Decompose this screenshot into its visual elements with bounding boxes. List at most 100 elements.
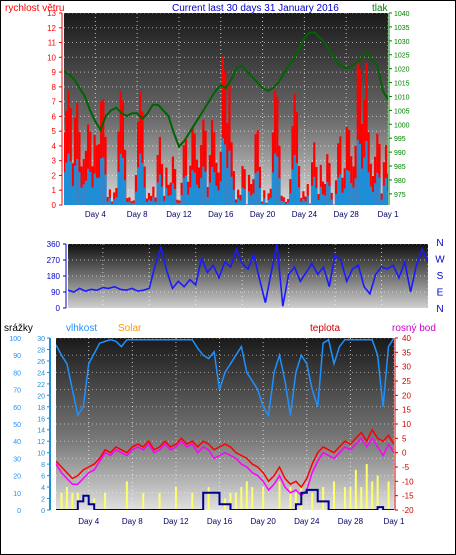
wind-gust-bar bbox=[365, 62, 368, 205]
wind-speed-bar bbox=[334, 193, 338, 205]
pressure-line bbox=[64, 31, 388, 149]
wind-gust-bar bbox=[374, 156, 377, 205]
wind-speed-bar bbox=[239, 200, 242, 205]
wind-gust-bar bbox=[102, 99, 105, 205]
wind-speed-bar bbox=[339, 174, 342, 205]
wind-gust-bar bbox=[239, 194, 242, 205]
wind-tick-label: 6 bbox=[52, 112, 57, 121]
wind-gust-bar bbox=[369, 163, 372, 205]
x-tick-label: Day 8 bbox=[127, 210, 148, 219]
solar-bar bbox=[174, 487, 177, 510]
pressure-tick-label: 995 bbox=[394, 136, 406, 143]
wind-speed-bar bbox=[132, 202, 135, 205]
wind-gust-bar bbox=[230, 142, 233, 205]
wind-speed-bar bbox=[369, 186, 372, 205]
wind-speed-bar bbox=[171, 183, 175, 205]
wind-speed-bar bbox=[310, 185, 314, 205]
climate-x-axis: Day 4 Day 8 Day 12 Day 16 Day 20 Day 24 Day 28… bbox=[78, 517, 405, 526]
solar-bar bbox=[245, 481, 248, 510]
wind-gust-bar bbox=[215, 162, 218, 205]
x-tick-label: Day 1 bbox=[384, 517, 405, 526]
wind-gust-bar bbox=[330, 192, 333, 205]
wind-gust-bar bbox=[384, 145, 388, 205]
wind-speed-bar bbox=[195, 184, 198, 205]
solar-bar bbox=[234, 492, 237, 510]
humidity-tick-label: 30 bbox=[13, 456, 21, 463]
pressure-tick-label: 980 bbox=[394, 178, 406, 185]
wind-speed-bar bbox=[358, 144, 362, 205]
wind-gust-bar bbox=[152, 186, 155, 205]
wind-gust-bar bbox=[165, 167, 168, 205]
dew-point-line bbox=[56, 436, 394, 497]
wind-gust-bar bbox=[132, 200, 135, 205]
rain-tick-label: 18 bbox=[37, 405, 45, 412]
wind-speed-bar bbox=[232, 189, 235, 205]
wind-speed-bar bbox=[328, 186, 331, 205]
pressure-tick-label: 1035 bbox=[394, 25, 410, 32]
wind-speed-bar bbox=[123, 180, 127, 205]
wind-speed-bar bbox=[276, 156, 279, 205]
x-tick-label: Day 24 bbox=[294, 517, 320, 526]
wind-speed-bar bbox=[184, 175, 188, 205]
wind-gust-bar bbox=[213, 132, 216, 205]
x-tick-label: Day 8 bbox=[122, 517, 143, 526]
pressure-tick-label: 1005 bbox=[394, 108, 410, 115]
wind-gust-bar bbox=[315, 166, 318, 205]
wind-gust-bar bbox=[106, 197, 109, 205]
solar-bar bbox=[262, 487, 265, 510]
humidity-tick-label: 0 bbox=[17, 508, 21, 515]
wind-gust-bar bbox=[84, 150, 88, 205]
wind-speed-bar bbox=[324, 195, 327, 205]
wind-gust-bar bbox=[160, 164, 164, 205]
humidity-tick-label: 80 bbox=[13, 370, 21, 377]
wind-gust-bar bbox=[115, 188, 118, 205]
humidity-tick-label: 10 bbox=[13, 491, 21, 498]
wind-gust-bar bbox=[243, 169, 246, 205]
wind-tick-label: 12 bbox=[47, 24, 56, 33]
wind-gust-bar bbox=[67, 90, 70, 205]
wind-gust-bar bbox=[321, 181, 325, 205]
wind-speed-bar bbox=[126, 201, 129, 205]
wind-gust-bar bbox=[195, 159, 198, 205]
wind-speed-bar bbox=[108, 197, 111, 205]
wind-gust-bar bbox=[219, 151, 222, 205]
humidity-tick-label: 60 bbox=[13, 405, 21, 412]
wind-gust-bar bbox=[210, 120, 214, 205]
wind-gust-bar bbox=[280, 195, 283, 205]
wind-gust-bar bbox=[278, 145, 281, 205]
wind-speed-bar bbox=[130, 203, 133, 205]
wind-speed-bar bbox=[73, 165, 77, 205]
humidity-tick-label: 40 bbox=[13, 439, 21, 446]
wind-speed-bar bbox=[337, 177, 340, 205]
x-tick-label: Day 12 bbox=[163, 517, 189, 526]
wind-speed-bar bbox=[302, 198, 305, 205]
wind-gust-bar bbox=[121, 100, 125, 205]
wind-gust-bar bbox=[232, 171, 235, 205]
wind-gust-bar bbox=[228, 84, 231, 205]
wind-speed-bar bbox=[115, 197, 118, 205]
solar-bar bbox=[158, 492, 161, 510]
wind-speed-bar bbox=[300, 201, 303, 205]
wind-tick-label: 2 bbox=[52, 171, 57, 180]
temperature-tick-label: -15 bbox=[402, 492, 414, 501]
wind-speed-bar bbox=[274, 153, 277, 205]
wind-gust-bar bbox=[363, 99, 366, 205]
wind-gust-bar bbox=[260, 201, 264, 205]
wind-gust-bar bbox=[78, 132, 81, 205]
wind-speed-bar bbox=[365, 140, 368, 205]
rain-tick-label: 24 bbox=[37, 370, 45, 377]
wind-speed-bar bbox=[158, 174, 161, 205]
compass-label: N bbox=[436, 304, 443, 315]
wind-speed-bar bbox=[221, 138, 225, 205]
compass-label: E bbox=[437, 288, 444, 299]
wind-gust-bar bbox=[169, 182, 172, 205]
wind-speed-bar bbox=[326, 182, 329, 205]
wind-speed-bar bbox=[352, 187, 355, 205]
x-tick-label: Day 4 bbox=[78, 517, 99, 526]
wind-speed-bar bbox=[343, 188, 346, 205]
temperature-tick-label: -20 bbox=[402, 506, 414, 515]
wind-gust-bar bbox=[143, 166, 146, 205]
wind-speed-bar bbox=[284, 203, 288, 205]
solar-bar bbox=[349, 487, 352, 510]
wind-gust-bar bbox=[245, 204, 248, 205]
